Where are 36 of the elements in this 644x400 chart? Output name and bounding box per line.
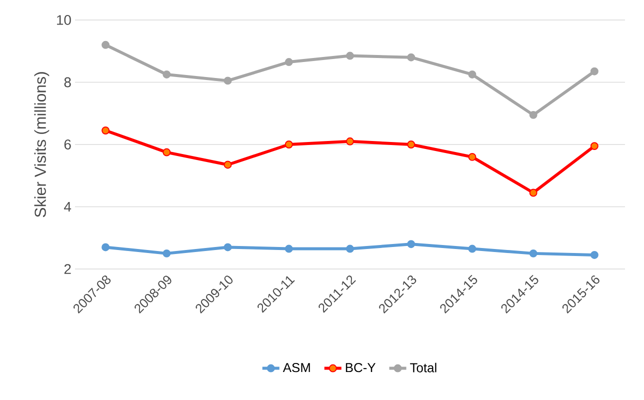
point xyxy=(102,40,110,49)
y-axis-title: Skier Visits (millions) xyxy=(34,72,50,218)
point xyxy=(468,152,476,161)
point xyxy=(346,52,354,60)
legend-label: Total xyxy=(410,362,436,372)
point xyxy=(284,244,293,253)
point xyxy=(529,188,538,197)
point xyxy=(284,140,293,148)
point xyxy=(224,76,232,85)
y-tick-label: 2 xyxy=(64,264,71,274)
point xyxy=(590,67,598,76)
legend-label: BC-Y xyxy=(346,362,376,372)
point xyxy=(102,243,110,252)
point xyxy=(468,244,476,253)
point xyxy=(468,70,476,78)
point xyxy=(224,160,232,169)
point xyxy=(590,142,598,150)
point xyxy=(407,140,416,148)
point xyxy=(529,249,538,258)
point xyxy=(346,244,354,253)
point xyxy=(346,137,354,146)
point xyxy=(162,249,171,258)
point xyxy=(529,110,538,119)
point xyxy=(162,148,171,156)
y-tick-label: 10 xyxy=(57,15,71,25)
point xyxy=(407,240,416,248)
legend-label: ASM xyxy=(282,362,310,372)
point xyxy=(162,70,171,78)
point xyxy=(284,58,293,66)
y-tick-label: 8 xyxy=(64,77,71,88)
point xyxy=(102,126,110,134)
point xyxy=(224,243,232,252)
y-tick-label: 4 xyxy=(64,202,72,212)
point xyxy=(407,53,416,62)
point xyxy=(590,251,598,259)
y-tick-label: 6 xyxy=(64,140,71,150)
